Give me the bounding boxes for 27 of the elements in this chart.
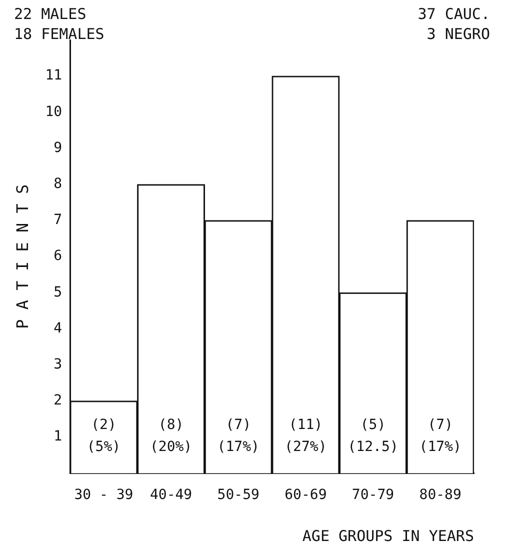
x-tick-label: 60-69 (284, 487, 327, 504)
y-tick-label: 2 (54, 392, 62, 409)
data-label: (11) (27%) (284, 417, 327, 456)
annotation: 37 CAUC. 3 NEGRO (418, 4, 490, 44)
y-tick-label: 8 (54, 176, 62, 192)
x-tick-label: 30 - 39 (74, 487, 134, 504)
y-axis-title: P A T I E N T S (12, 184, 32, 329)
annotation: 22 MALES 18 FEMALES (14, 4, 104, 44)
data-label: (5) (12.5) (348, 417, 398, 456)
y-tick-label: 6 (54, 248, 62, 264)
x-tick-label: 40-49 (150, 487, 192, 504)
data-label: (7) (17%) (217, 417, 260, 456)
data-label: (8) (20%) (150, 417, 192, 456)
y-tick-label: 4 (54, 320, 62, 336)
y-tick-label: 1 (54, 428, 62, 445)
y-tick-label: 10 (45, 104, 62, 120)
y-tick-label: 5 (54, 284, 62, 300)
x-tick-label: 80-89 (419, 487, 462, 504)
x-axis-title: AGE GROUPS IN YEARS (302, 526, 474, 545)
x-tick-label: 50-59 (217, 487, 260, 504)
y-tick-label: 7 (54, 212, 62, 228)
data-label: (2) (5%) (86, 417, 121, 456)
data-label: (7) (17%) (419, 417, 462, 456)
y-tick-label: 3 (54, 356, 62, 373)
y-tick-label: 11 (45, 68, 62, 84)
x-tick-label: 70-79 (352, 487, 394, 504)
y-tick-label: 9 (54, 140, 62, 156)
